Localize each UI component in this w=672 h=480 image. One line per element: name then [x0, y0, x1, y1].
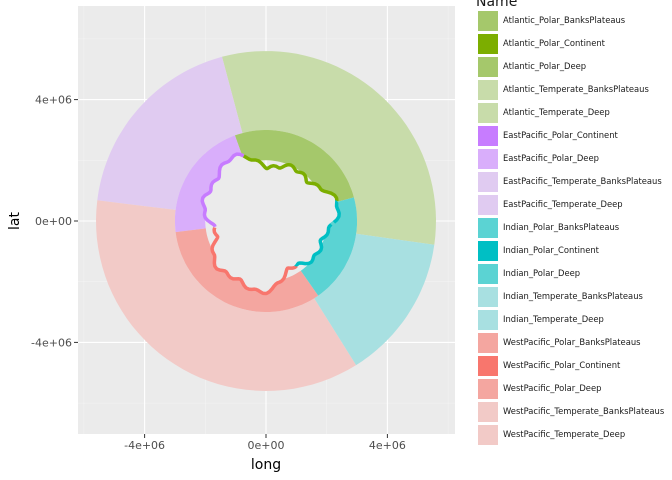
- legend-swatch: [478, 172, 498, 192]
- legend-item: EastPacific_Temperate_Deep: [476, 194, 672, 217]
- legend-label: Indian_Polar_Continent: [503, 245, 599, 255]
- legend-swatch: [478, 126, 498, 146]
- legend-item: Atlantic_Polar_BanksPlateaus: [476, 10, 672, 33]
- axes: -4e+06 0e+00 4e+06 -4e+06 0e+00 4e+06: [31, 94, 406, 452]
- legend-label: WestPacific_Temperate_Deep: [503, 429, 626, 439]
- y-tick-label: 0e+00: [35, 215, 72, 228]
- region-indian-temperate-deep: [314, 233, 435, 366]
- legend-swatch: [478, 103, 498, 123]
- legend-swatch: [478, 356, 498, 376]
- legend-label: Indian_Temperate_Deep: [503, 314, 604, 324]
- legend-item: Atlantic_Temperate_Deep: [476, 102, 672, 125]
- legend-item: EastPacific_Polar_Deep: [476, 148, 672, 171]
- continent-interior: [204, 155, 338, 292]
- legend-item: WestPacific_Polar_BanksPlateaus: [476, 332, 672, 355]
- y-axis-label: lat: [7, 212, 23, 230]
- legend-swatch: [478, 379, 498, 399]
- legend-label: WestPacific_Polar_BanksPlateaus: [503, 337, 641, 347]
- region-indian-polar-deep: [300, 197, 357, 296]
- y-tick-label: 4e+06: [35, 94, 72, 107]
- legend-item: WestPacific_Temperate_BanksPlateaus: [476, 401, 672, 424]
- legend-label: WestPacific_Polar_Continent: [503, 360, 621, 370]
- legend-title: Name: [476, 0, 518, 10]
- legend-item: WestPacific_Polar_Deep: [476, 378, 672, 401]
- legend-swatch: [478, 264, 498, 284]
- legend-label: EastPacific_Polar_Deep: [503, 153, 599, 163]
- legend-label: EastPacific_Polar_Continent: [503, 130, 618, 140]
- legend-swatch: [478, 218, 498, 238]
- legend-label: Atlantic_Temperate_BanksPlateaus: [503, 84, 649, 94]
- legend-label: Atlantic_Temperate_Deep: [503, 107, 610, 117]
- legend-item: EastPacific_Temperate_BanksPlateaus: [476, 171, 672, 194]
- region-atlantic-polar-deep: [234, 130, 354, 206]
- legend-item: EastPacific_Polar_Continent: [476, 125, 672, 148]
- legend-label: Indian_Temperate_BanksPlateaus: [503, 291, 643, 301]
- legend-label: WestPacific_Polar_Deep: [503, 383, 602, 393]
- legend-label: EastPacific_Temperate_BanksPlateaus: [503, 176, 662, 186]
- legend-item: Indian_Temperate_Deep: [476, 309, 672, 332]
- x-axis-label: long: [251, 457, 281, 473]
- legend-swatch: [478, 11, 498, 31]
- legend-swatch: [478, 195, 498, 215]
- region-eastpacific-temperate-deep: [97, 56, 243, 210]
- legend-swatch: [478, 80, 498, 100]
- legend-swatch: [478, 34, 498, 54]
- legend-item: Indian_Polar_Deep: [476, 263, 672, 286]
- x-tick-label: -4e+06: [124, 439, 165, 452]
- legend-swatch: [478, 241, 498, 261]
- legend-label: WestPacific_Temperate_BanksPlateaus: [503, 406, 665, 416]
- legend-label: Indian_Polar_Deep: [503, 268, 581, 278]
- y-tick-label: -4e+06: [31, 336, 72, 349]
- legend-swatch: [478, 149, 498, 169]
- legend-item: WestPacific_Polar_Continent: [476, 355, 672, 378]
- region-atlantic-temperate-deep: [222, 51, 436, 245]
- legend-swatch: [478, 310, 498, 330]
- region-westpacific-temperate-deep: [96, 200, 357, 391]
- legend-swatch: [478, 333, 498, 353]
- legend-label: Atlantic_Polar_Deep: [503, 61, 587, 71]
- legend-swatch: [478, 402, 498, 422]
- legend-item: Indian_Polar_Continent: [476, 240, 672, 263]
- legend-item: Atlantic_Polar_Deep: [476, 56, 672, 79]
- legend-item: Indian_Temperate_BanksPlateaus: [476, 286, 672, 309]
- continent-outline: [200, 152, 341, 296]
- legend-label: Atlantic_Polar_BanksPlateaus: [503, 15, 626, 25]
- legend-swatch: [478, 287, 498, 307]
- legend-item: Atlantic_Temperate_BanksPlateaus: [476, 79, 672, 102]
- legend-label: Atlantic_Polar_Continent: [503, 38, 605, 48]
- legend-label: EastPacific_Temperate_Deep: [503, 199, 623, 209]
- legend-swatch: [478, 57, 498, 77]
- legend-swatch: [478, 425, 498, 445]
- legend-item: Atlantic_Polar_Continent: [476, 33, 672, 56]
- legend-label: Indian_Polar_BanksPlateaus: [503, 222, 620, 232]
- x-tick-label: 4e+06: [369, 439, 406, 452]
- legend-item: WestPacific_Temperate_Deep: [476, 424, 672, 447]
- x-tick-label: 0e+00: [248, 439, 285, 452]
- legend-item: Indian_Polar_BanksPlateaus: [476, 217, 672, 240]
